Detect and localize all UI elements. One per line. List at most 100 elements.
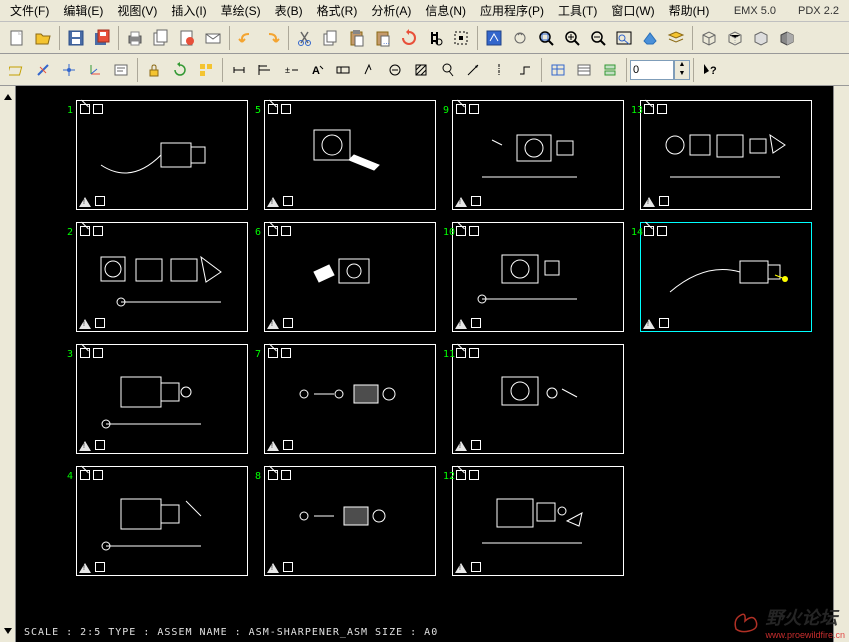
surface-finish-icon[interactable] <box>356 57 382 83</box>
bom-icon[interactable] <box>571 57 597 83</box>
zoom-in-icon[interactable] <box>559 25 585 51</box>
assembly-step-frame[interactable]: 1 <box>76 100 248 210</box>
menu-tools[interactable]: 工具(T) <box>552 0 603 21</box>
find-icon[interactable] <box>422 25 448 51</box>
warning-icon <box>455 319 467 329</box>
menu-insert[interactable]: 插入(I) <box>165 0 212 21</box>
spin-icon[interactable] <box>507 25 533 51</box>
wildfire-logo-icon <box>731 609 761 635</box>
warning-icon <box>79 563 91 573</box>
note-icon[interactable]: A <box>304 57 330 83</box>
corner-marker <box>471 318 481 328</box>
menu-sketch[interactable]: 草绘(S) <box>215 0 267 21</box>
menu-analysis[interactable]: 分析(A) <box>365 0 417 21</box>
emx-version: EMX 5.0 <box>728 3 782 19</box>
assembly-step-frame[interactable]: 3 <box>76 344 248 454</box>
print-icon[interactable] <box>122 25 148 51</box>
menu-window[interactable]: 窗口(W) <box>605 0 660 21</box>
datum-plane-icon[interactable] <box>4 57 30 83</box>
assembly-step-frame[interactable]: 5 <box>264 100 436 210</box>
update-icon[interactable] <box>167 57 193 83</box>
hidden-line-icon[interactable] <box>722 25 748 51</box>
cut-icon[interactable] <box>292 25 318 51</box>
layers-icon[interactable] <box>663 25 689 51</box>
arrow-icon[interactable] <box>460 57 486 83</box>
display-style-icon[interactable] <box>637 25 663 51</box>
balloon-icon[interactable] <box>434 57 460 83</box>
shaded-icon[interactable] <box>774 25 800 51</box>
open-file-icon[interactable] <box>30 25 56 51</box>
redo-icon[interactable] <box>259 25 285 51</box>
menu-help[interactable]: 帮助(H) <box>663 0 716 21</box>
menu-table[interactable]: 表(B) <box>269 0 309 21</box>
axis-sym-icon[interactable] <box>486 57 512 83</box>
assembly-step-frame[interactable]: 12 <box>452 466 624 576</box>
dim-ordinate-icon[interactable] <box>252 57 278 83</box>
select-icon[interactable] <box>448 25 474 51</box>
dim-tol-icon[interactable]: ± <box>278 57 304 83</box>
step-sketch <box>279 237 423 319</box>
publish-icon[interactable] <box>174 25 200 51</box>
assembly-step-frame[interactable]: 14 <box>640 222 812 332</box>
assembly-step-frame[interactable]: 13 <box>640 100 812 210</box>
dim-linear-icon[interactable] <box>226 57 252 83</box>
table-icon[interactable] <box>545 57 571 83</box>
decimal-places-input[interactable]: 0 <box>630 60 674 80</box>
step-number: 4 <box>67 471 73 482</box>
menu-view[interactable]: 视图(V) <box>111 0 163 21</box>
context-help-icon[interactable]: ? <box>697 57 723 83</box>
menu-apps[interactable]: 应用程序(P) <box>474 0 550 21</box>
corner-marker <box>95 318 105 328</box>
assembly-step-frame[interactable]: 6 <box>264 222 436 332</box>
new-file-icon[interactable] <box>4 25 30 51</box>
assembly-step-frame[interactable]: 4 <box>76 466 248 576</box>
menu-format[interactable]: 格式(R) <box>311 0 364 21</box>
assembly-step-frame[interactable]: 9 <box>452 100 624 210</box>
menu-file[interactable]: 文件(F) <box>4 0 55 21</box>
corner-marker <box>281 470 291 480</box>
menu-info[interactable]: 信息(N) <box>419 0 472 21</box>
draft-xhatch-icon[interactable] <box>408 57 434 83</box>
menu-edit[interactable]: 编辑(E) <box>57 0 109 21</box>
gtol-icon[interactable] <box>330 57 356 83</box>
step-sketch <box>467 115 611 197</box>
drawing-workspace[interactable]: 1591326101437114812 SCALE : 2:5 TYPE : A… <box>0 86 849 642</box>
datum-point-icon[interactable] <box>56 57 82 83</box>
wireframe-icon[interactable] <box>696 25 722 51</box>
regenerate-icon[interactable] <box>396 25 422 51</box>
copy-icon[interactable] <box>318 25 344 51</box>
assembly-step-frame[interactable]: 7 <box>264 344 436 454</box>
view-orient-icon[interactable] <box>481 25 507 51</box>
annotation-icon[interactable] <box>108 57 134 83</box>
assembly-step-frame[interactable]: 10 <box>452 222 624 332</box>
vertical-scrollbar[interactable] <box>833 86 849 642</box>
jog-icon[interactable] <box>512 57 538 83</box>
vertical-ruler[interactable] <box>0 86 16 642</box>
related-views-icon[interactable] <box>193 57 219 83</box>
repeat-region-icon[interactable] <box>597 57 623 83</box>
datum-csys-icon[interactable] <box>82 57 108 83</box>
zoom-out-icon[interactable] <box>585 25 611 51</box>
paste-special-icon[interactable]: ... <box>370 25 396 51</box>
step-sketch <box>279 115 423 197</box>
lock-icon[interactable] <box>141 57 167 83</box>
email-icon[interactable] <box>200 25 226 51</box>
assembly-step-frame[interactable]: 11 <box>452 344 624 454</box>
drawing-sheet: 15913 261014 3711 4812 <box>76 100 816 594</box>
zoom-fit-icon[interactable] <box>533 25 559 51</box>
datum-axis-icon[interactable] <box>30 57 56 83</box>
watermark: 野火论坛 www.proewildfire.cn <box>731 604 845 640</box>
save-copy-icon[interactable] <box>89 25 115 51</box>
step-sketch <box>91 359 235 441</box>
undo-icon[interactable] <box>233 25 259 51</box>
symbol-icon[interactable] <box>382 57 408 83</box>
decimal-stepper[interactable]: ▲▼ <box>674 60 690 80</box>
refit-icon[interactable] <box>611 25 637 51</box>
no-hidden-icon[interactable] <box>748 25 774 51</box>
copy-doc-icon[interactable] <box>148 25 174 51</box>
assembly-step-frame[interactable]: 2 <box>76 222 248 332</box>
save-icon[interactable] <box>63 25 89 51</box>
paste-icon[interactable] <box>344 25 370 51</box>
warning-icon <box>643 319 655 329</box>
assembly-step-frame[interactable]: 8 <box>264 466 436 576</box>
